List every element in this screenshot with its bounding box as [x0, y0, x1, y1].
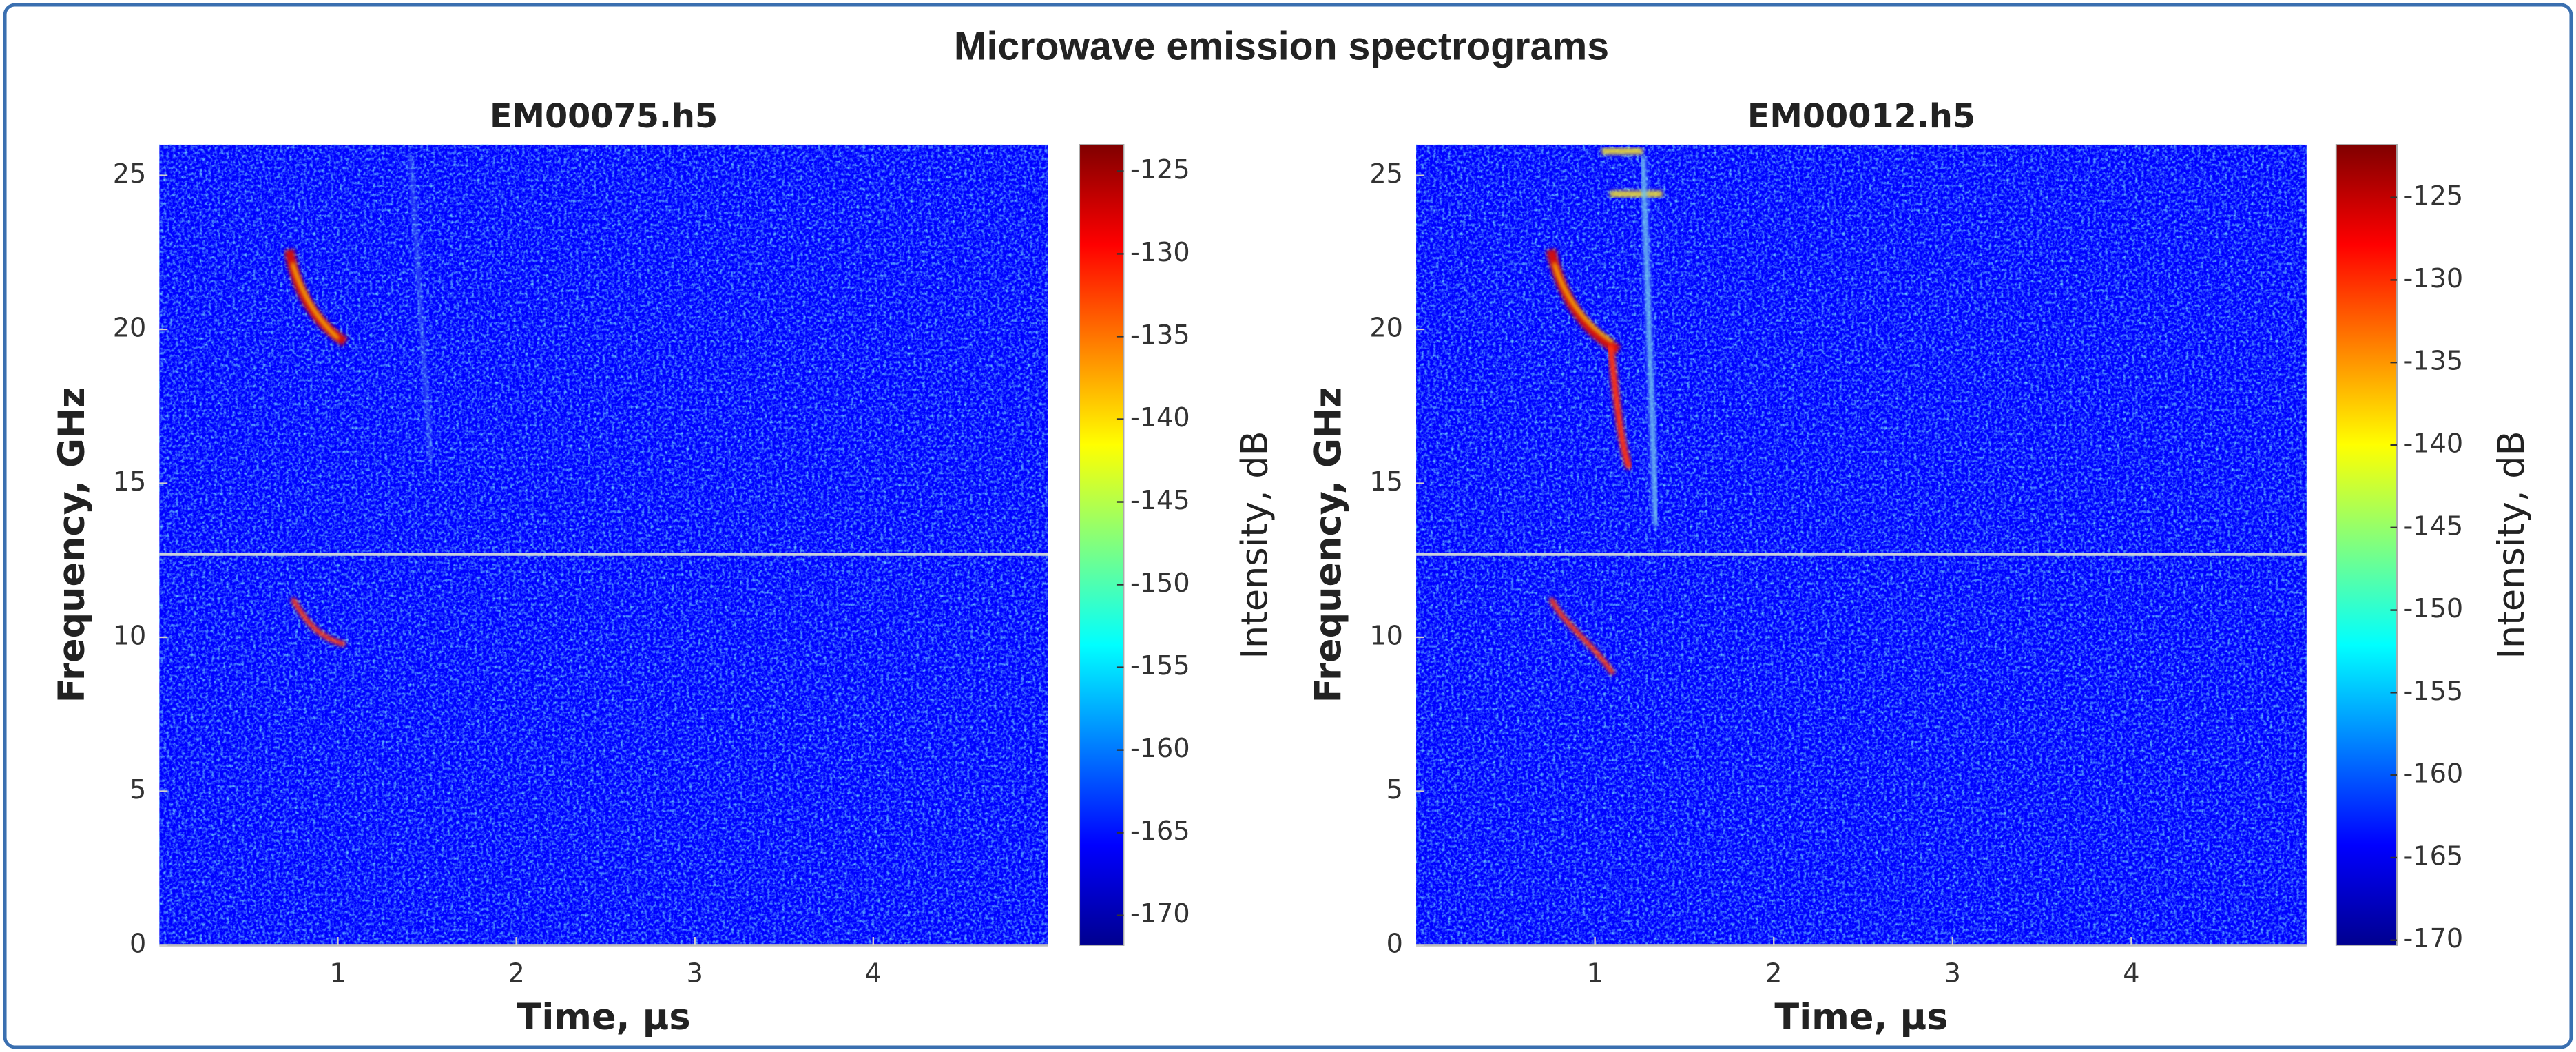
y-axis-label: Frequency, GHz: [51, 387, 93, 703]
y-tick-label: 25: [113, 158, 147, 189]
colorbar-tick-label: -170: [1130, 898, 1190, 929]
x-tick-label: 1: [1587, 958, 1603, 988]
spectral-feature: [1640, 156, 1659, 526]
colorbar-tick-label: -160: [2404, 759, 2464, 789]
colorbar-tick-label: -165: [2404, 840, 2464, 871]
y-tick-label: 15: [113, 466, 147, 497]
y-tick-label: 5: [1386, 774, 1403, 805]
figure-title: Microwave emission spectrograms: [954, 25, 1609, 69]
colorbar-tick-label: -145: [2404, 510, 2464, 541]
spectral-feature: [1606, 344, 1633, 470]
colorbar-tick-label: -155: [1130, 650, 1190, 681]
y-tick-label: 0: [1386, 928, 1403, 958]
y-tick-label: 15: [1369, 466, 1403, 497]
y-tick-label: 25: [1369, 158, 1403, 189]
colorbar-tick-label: -150: [1130, 568, 1190, 598]
chart-title: EM00012.h5: [1747, 98, 1975, 136]
spectral-feature: [1548, 597, 1616, 676]
colorbar-tick-label: -125: [2404, 181, 2464, 211]
chart: EM00075.h5 Time, μs Frequency, GHz 1 2 3 4 0 5 10…: [51, 98, 1276, 1038]
y-tick-label: 10: [1369, 621, 1403, 651]
colorbar-tick-label: -140: [1130, 402, 1190, 433]
spectral-feature: [291, 262, 340, 340]
spectral-feature: [1601, 147, 1663, 198]
x-tick-label: 3: [687, 958, 703, 988]
colorbar-tick-label: -150: [2404, 593, 2464, 623]
colorbar-tick-label: -160: [1130, 733, 1190, 763]
colorbar: [1079, 144, 1125, 946]
colorbar-tick-label: -155: [2404, 676, 2464, 706]
y-tick-label: 5: [129, 774, 146, 805]
colorbar-label: Intensity, dB: [1234, 431, 1276, 659]
colorbar-tick-label: -135: [1130, 320, 1190, 350]
x-tick-label: 2: [508, 958, 524, 988]
spectral-feature: [290, 597, 346, 647]
colorbar-tick-label: -170: [2404, 923, 2464, 953]
chart-title: EM00075.h5: [490, 98, 718, 136]
colorbar-tick-label: -125: [1130, 154, 1190, 185]
y-tick-label: 20: [1369, 313, 1403, 343]
x-axis-label: Time, μs: [517, 996, 691, 1038]
colorbar-tick-label: -145: [1130, 485, 1190, 515]
x-tick-label: 4: [2123, 958, 2139, 988]
x-tick-label: 4: [865, 958, 882, 988]
colorbar-tick-label: -165: [1130, 816, 1190, 846]
x-tick-label: 2: [1765, 958, 1782, 988]
spectral-feature: [1552, 262, 1614, 344]
y-tick-label: 0: [129, 928, 146, 958]
colorbar: [2335, 144, 2398, 946]
colorbar-label: Intensity, dB: [2491, 431, 2533, 659]
colorbar-tick-label: -140: [2404, 428, 2464, 458]
spectral-feature: [410, 156, 432, 461]
y-tick-label: 20: [113, 313, 147, 343]
y-tick-label: 10: [113, 621, 147, 651]
heatmap-noise: [159, 144, 1048, 945]
x-axis-label: Time, μs: [1774, 996, 1948, 1038]
colorbar-tick-label: -130: [1130, 237, 1190, 267]
colorbar-tick-label: -130: [2404, 263, 2464, 293]
x-tick-label: 1: [329, 958, 346, 988]
x-tick-label: 3: [1944, 958, 1961, 988]
y-axis-label: Frequency, GHz: [1308, 387, 1350, 703]
chart: EM00012.h5 Time, μs Frequency, GHz 1 2 3 4 0 5 10…: [1308, 98, 2533, 1038]
colorbar-tick-label: -135: [2404, 346, 2464, 376]
